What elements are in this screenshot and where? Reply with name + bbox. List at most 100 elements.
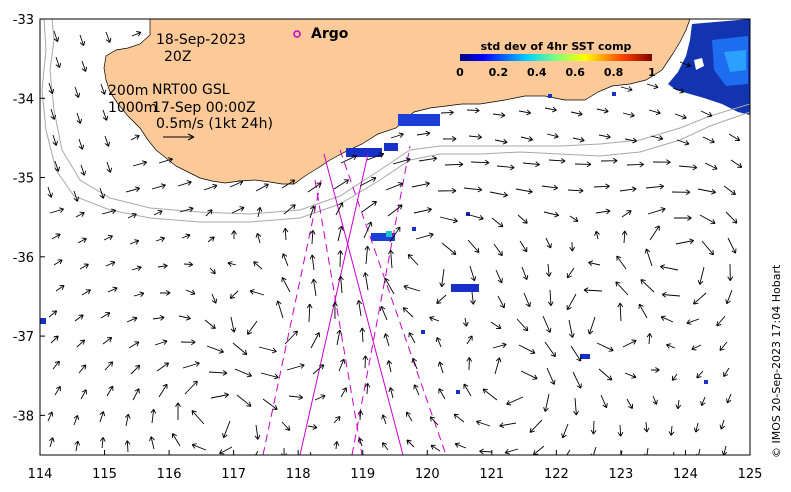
current-arrow — [454, 442, 467, 449]
current-arrow — [255, 183, 269, 192]
lon-tick-label: 122 — [544, 467, 569, 482]
current-arrow — [99, 437, 106, 449]
lon-tick-label: 116 — [157, 467, 182, 482]
current-arrow — [203, 183, 218, 191]
current-arrow — [439, 268, 445, 288]
colorbar-ticks: 0 0.2 0.4 0.6 0.8 1 — [456, 66, 656, 79]
current-arrow — [74, 86, 81, 98]
current-arrow — [437, 187, 457, 194]
current-arrow — [382, 442, 389, 451]
current-arrow — [288, 394, 304, 401]
sst-patch — [386, 231, 392, 237]
current-arrow — [671, 373, 678, 381]
latitude-axis: -33 -34 -35 -36 -37 -38 — [13, 13, 45, 424]
current-arrow — [306, 303, 313, 323]
current-arrow — [204, 319, 216, 329]
current-arrow — [282, 227, 289, 241]
current-arrow — [596, 107, 609, 114]
current-arrow — [387, 204, 403, 217]
current-arrow — [570, 110, 583, 117]
current-arrow — [309, 254, 316, 271]
current-arrow — [48, 310, 58, 318]
current-arrow — [668, 425, 675, 436]
lon-tick-label: 125 — [738, 467, 763, 482]
current-arrow — [545, 263, 552, 277]
current-arrow — [338, 358, 346, 372]
current-arrow — [730, 159, 743, 168]
current-arrow — [470, 291, 476, 305]
current-arrow — [73, 190, 80, 202]
current-arrow — [383, 333, 390, 347]
current-arrow — [666, 343, 676, 349]
current-arrow — [131, 31, 142, 37]
current-arrow — [53, 30, 60, 42]
current-arrow — [364, 245, 371, 265]
current-arrow — [171, 433, 181, 447]
current-arrow — [466, 357, 473, 371]
current-arrow — [101, 208, 117, 215]
current-arrow — [463, 383, 472, 397]
isobath-200m — [49, 19, 750, 215]
current-arrow — [415, 232, 434, 240]
current-arrow — [52, 134, 58, 146]
current-arrow — [429, 316, 440, 322]
current-arrow — [105, 260, 116, 267]
current-arrow — [702, 136, 715, 144]
current-arrow — [619, 186, 637, 193]
colorbar-tick-label: 1 — [648, 66, 656, 79]
current-arrow — [492, 112, 506, 119]
current-arrow — [232, 342, 248, 355]
current-arrow — [357, 410, 364, 421]
current-arrow — [491, 217, 504, 228]
current-arrow — [676, 139, 690, 146]
lat-tick-label: -37 — [13, 330, 34, 345]
current-arrow — [594, 230, 600, 240]
current-arrow — [626, 161, 644, 168]
current-arrow — [254, 424, 261, 440]
current-arrow — [492, 342, 507, 349]
current-arrow — [515, 188, 533, 195]
argo-marker-icon — [293, 30, 301, 38]
current-arrow — [499, 422, 517, 429]
lon-tick-label: 119 — [350, 467, 375, 482]
current-arrow — [74, 440, 81, 452]
current-arrow — [129, 239, 140, 245]
current-arrow — [255, 232, 262, 244]
current-arrow — [253, 261, 263, 270]
current-arrow — [77, 237, 87, 244]
current-arrow — [47, 186, 53, 198]
product-label: NRT00 GSL — [152, 82, 230, 98]
current-arrow — [386, 360, 393, 373]
current-arrow — [364, 382, 371, 395]
current-arrow — [621, 230, 628, 244]
current-arrow — [281, 277, 291, 293]
current-arrow — [413, 207, 432, 214]
current-arrow — [80, 389, 87, 400]
current-arrow — [49, 207, 65, 214]
current-arrow — [646, 83, 659, 90]
current-arrow — [542, 315, 552, 333]
current-arrow — [154, 339, 168, 346]
current-arrow — [157, 263, 168, 270]
current-arrow — [522, 161, 540, 168]
current-arrow — [462, 317, 469, 327]
current-arrow — [357, 437, 364, 447]
current-arrow — [102, 336, 113, 345]
current-arrow — [620, 450, 623, 455]
current-arrow — [494, 357, 502, 375]
current-arrow — [185, 289, 196, 296]
current-arrow — [229, 290, 239, 299]
current-arrow — [660, 264, 679, 271]
current-arrow — [286, 363, 305, 371]
lon-tick-label: 121 — [479, 467, 504, 482]
current-arrow — [76, 339, 86, 348]
current-arrow — [590, 420, 597, 435]
current-arrow — [523, 292, 531, 308]
current-arrow — [184, 380, 198, 395]
current-arrow — [249, 289, 265, 296]
current-arrow — [389, 226, 401, 243]
colorbar-tick-label: 0.2 — [489, 66, 509, 79]
current-arrow — [622, 112, 635, 118]
current-arrow — [231, 230, 237, 239]
current-arrow — [574, 161, 592, 168]
